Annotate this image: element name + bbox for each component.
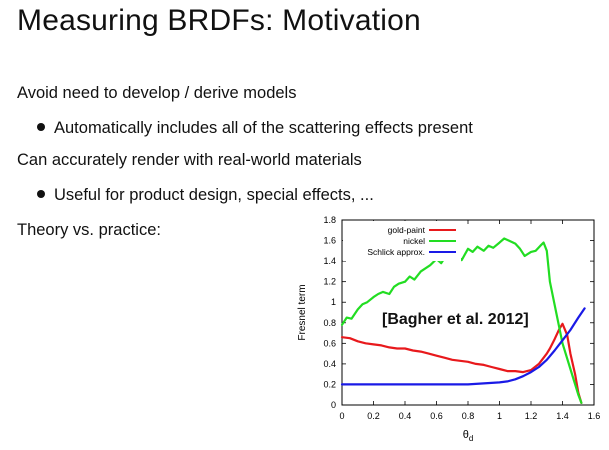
sub-bullet-scattering: Automatically includes all of the scatte… — [37, 119, 473, 138]
x-tick-label: 0.2 — [367, 411, 380, 421]
x-tick-label: 1.2 — [525, 411, 538, 421]
x-tick-label: 1 — [497, 411, 502, 421]
series-line-2 — [340, 237, 583, 404]
y-tick-label: 0.8 — [323, 318, 336, 328]
y-tick-label: 0.4 — [323, 359, 336, 369]
chart-axes: 0 0.2 0.4 0.6 0.8 1 1.2 1.4 1.6 0 0.2 0.4 0.6 0.8 1 1.2… — [297, 215, 600, 443]
series-line-1 — [340, 322, 583, 404]
y-tick-label: 0 — [331, 400, 336, 410]
y-tick-label: 0.2 — [323, 379, 336, 389]
bullet-dot-icon — [37, 122, 45, 131]
sub-bullet-scattering-text: Automatically includes all of the scatte… — [54, 119, 473, 137]
slide-title: Measuring BRDFs: Motivation — [17, 4, 421, 37]
bullet-avoid-models: Avoid need to develop / derive models — [17, 84, 297, 102]
x-tick-label: 1.6 — [588, 411, 601, 421]
sub-bullet-product-design-text: Useful for product design, special effec… — [54, 186, 374, 204]
chart-annotation: [Bagher et al. 2012] — [382, 311, 529, 328]
legend-label-2: nickel — [403, 236, 425, 246]
y-axis-label: Fresnel term — [297, 284, 308, 340]
y-tick-label: 1.2 — [323, 277, 336, 287]
bullet-theory-practice: Theory vs. practice: — [17, 221, 161, 239]
legend-label-1: gold-paint — [388, 225, 426, 235]
x-tick-label: 0 — [339, 411, 344, 421]
y-tick-label: 1.4 — [323, 256, 336, 266]
x-tick-label: 0.4 — [399, 411, 412, 421]
x-tick-label: 0.8 — [462, 411, 475, 421]
x-tick-label: 1.4 — [556, 411, 569, 421]
y-tick-label: 1.8 — [323, 215, 336, 225]
sub-bullet-product-design: Useful for product design, special effec… — [37, 186, 374, 205]
legend-label-3: Schlick approx. — [367, 247, 425, 257]
y-tick-label: 1.6 — [323, 236, 336, 246]
x-tick-label: 0.6 — [430, 411, 443, 421]
bullet-dot-icon — [37, 189, 45, 198]
bullet-real-world: Can accurately render with real-world ma… — [17, 151, 362, 169]
x-axis-label: θd — [463, 429, 474, 443]
y-tick-label: 0.6 — [323, 338, 336, 348]
y-tick-label: 1 — [331, 297, 336, 307]
fresnel-chart: 0 0.2 0.4 0.6 0.8 1 1.2 1.4 1.6 0 0.2 0.4 0.6 0.8 1 1.2… — [297, 215, 600, 443]
chart-series — [340, 237, 586, 404]
series-line-3 — [340, 307, 586, 386]
